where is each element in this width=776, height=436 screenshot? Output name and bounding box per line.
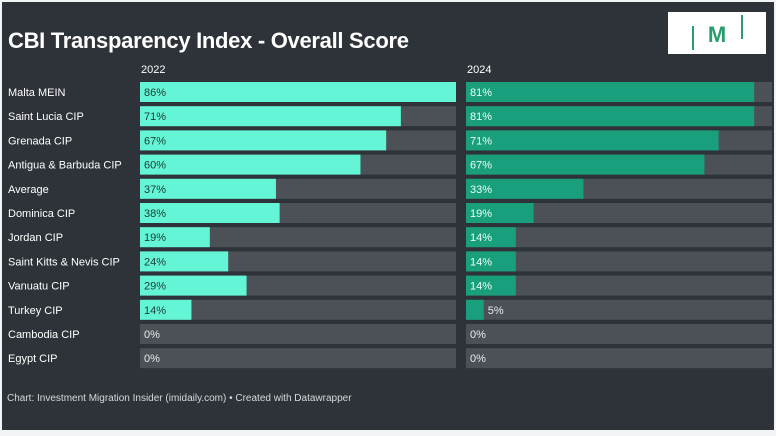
value-label-2024: 81%: [470, 87, 492, 99]
value-label-2022: 86%: [144, 87, 166, 99]
category-label: Saint Kitts & Nevis CIP: [8, 256, 120, 268]
bar-track-2022: [140, 324, 456, 344]
bar-track-2022: [140, 227, 456, 248]
bar-2022: [140, 275, 247, 296]
value-label-2024: 71%: [470, 135, 492, 147]
bar-track-2024: [466, 324, 772, 344]
category-label: Average: [8, 184, 49, 196]
chart-card: CBI Transparency Index - Overall Score M…: [2, 2, 774, 430]
bar-track-2024: [466, 227, 772, 248]
value-label-2022: 67%: [144, 135, 166, 147]
logo-right-bar: [741, 15, 743, 39]
value-label-2022: 14%: [144, 305, 166, 317]
value-label-2022: 29%: [144, 281, 166, 293]
value-label-2022: 60%: [144, 160, 166, 172]
bar-2024: [466, 275, 516, 296]
bar-2024: [466, 227, 516, 248]
chart-source-footer: Chart: Investment Migration Insider (imi…: [7, 393, 352, 404]
bar-track-2024: [466, 348, 772, 369]
category-label: Saint Lucia CIP: [8, 111, 84, 123]
imi-logo: M: [668, 12, 766, 54]
value-label-2022: 19%: [144, 232, 166, 244]
value-label-2022: 24%: [144, 256, 166, 268]
series-header-2022: 2022: [141, 64, 165, 76]
value-label-2024: 81%: [470, 111, 492, 123]
bar-track-2024: [466, 203, 772, 223]
value-label-2022: 0%: [144, 329, 160, 341]
logo-left-bar: [692, 26, 694, 50]
bar-2024: [466, 251, 516, 272]
value-label-2024: 14%: [470, 232, 492, 244]
value-label-2024: 14%: [470, 281, 492, 293]
value-label-2024: 14%: [470, 256, 492, 268]
bar-2022: [140, 203, 280, 223]
category-label: Dominica CIP: [8, 208, 75, 220]
category-label: Turkey CIP: [8, 305, 63, 317]
bar-2024: [466, 82, 755, 102]
value-label-2024: 5%: [488, 305, 504, 317]
bar-2022: [140, 82, 456, 102]
bar-2024: [466, 130, 719, 151]
value-label-2024: 19%: [470, 208, 492, 220]
bar-2024: [466, 106, 755, 127]
bar-2024: [466, 203, 534, 223]
value-label-2024: 0%: [470, 329, 486, 341]
category-label: Jordan CIP: [8, 232, 63, 244]
value-label-2022: 0%: [144, 353, 160, 365]
bar-chart: 2022 2024 Malta MEIN 86% 81% Saint Lucia CIP 7…: [8, 64, 772, 369]
bar-track-2024: [466, 275, 772, 296]
value-label-2024: 0%: [470, 353, 486, 365]
logo-letter: M: [707, 22, 727, 47]
bar-2022: [140, 251, 229, 272]
bar-track-2022: [140, 299, 456, 320]
value-label-2022: 38%: [144, 208, 166, 220]
value-label-2022: 37%: [144, 184, 166, 196]
bar-2022: [140, 106, 401, 127]
category-label: Malta MEIN: [8, 87, 66, 99]
category-label: Vanuatu CIP: [8, 281, 70, 293]
bar-2024: [466, 154, 705, 175]
category-label: Egypt CIP: [8, 353, 58, 365]
category-label: Cambodia CIP: [8, 329, 80, 341]
value-label-2022: 71%: [144, 111, 166, 123]
value-label-2024: 67%: [470, 160, 492, 172]
bar-track-2024: [466, 251, 772, 272]
bar-2022: [140, 299, 192, 320]
bar-2022: [140, 227, 210, 248]
bar-2022: [140, 130, 387, 151]
category-label: Antigua & Barbuda CIP: [8, 160, 122, 172]
series-header-2024: 2024: [467, 64, 491, 76]
bar-2024: [466, 178, 584, 199]
bar-track-2024: [466, 299, 772, 320]
bar-track-2022: [140, 348, 456, 369]
bar-2024: [466, 299, 484, 320]
bar-2022: [140, 154, 361, 175]
category-label: Grenada CIP: [8, 135, 72, 147]
value-label-2024: 33%: [470, 184, 492, 196]
bar-2022: [140, 178, 276, 199]
chart-title: CBI Transparency Index - Overall Score: [8, 28, 409, 53]
